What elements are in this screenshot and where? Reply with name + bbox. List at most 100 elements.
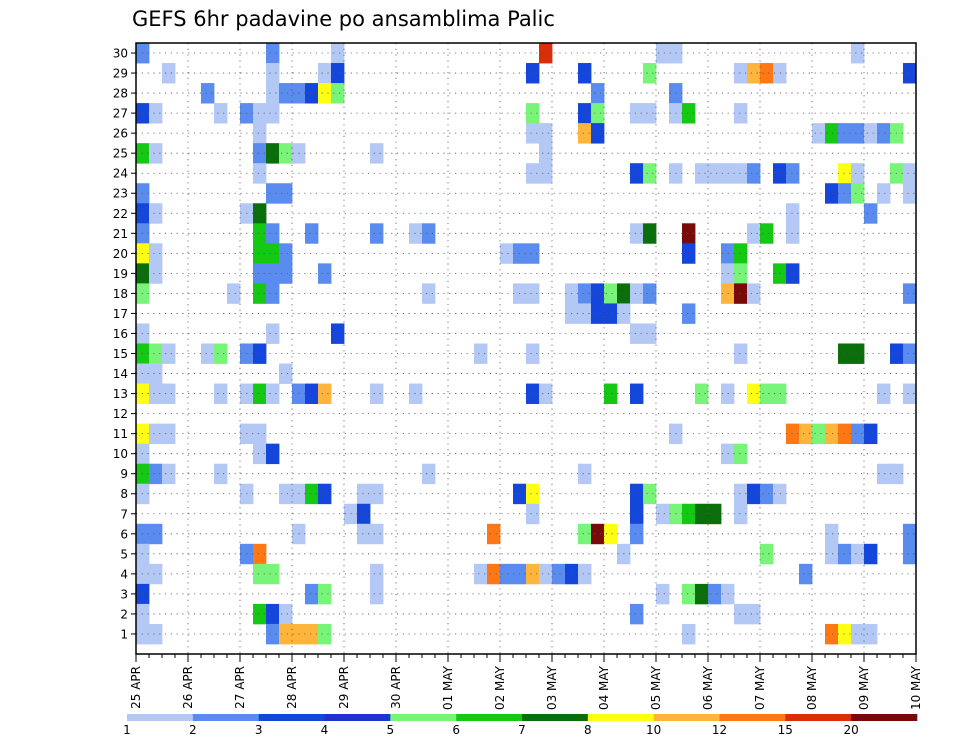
precip-cell [851,423,865,445]
precip-cell [747,383,761,404]
x-tick-label: 28 APR [285,666,299,709]
y-tick-label: 22 [113,207,128,221]
y-tick-label: 9 [120,467,128,481]
precip-cell [487,523,501,545]
precip-cell [331,43,345,64]
precip-cell [214,343,228,364]
precip-cell [266,603,280,625]
precip-cell [253,543,267,565]
precip-cell [162,63,176,84]
chart-title: GEFS 6hr padavine po ansamblima Palic [132,7,555,31]
precip-cell [903,383,917,404]
precip-cell [903,183,917,204]
precip-cell [526,563,540,585]
legend-level-label: 2 [189,723,197,737]
precip-cell [747,223,761,244]
precip-cell [578,563,592,585]
precip-cell [682,243,696,264]
precip-cell [630,103,644,124]
precip-cell [552,563,566,585]
y-tick-label: 1 [120,627,128,641]
x-tick-label: 25 APR [129,666,143,709]
precip-cell [149,203,163,224]
precip-cell [773,483,787,505]
precip-cell [682,583,696,605]
precip-cell [643,103,657,124]
precip-cell [864,123,878,144]
precip-cell [578,523,592,545]
x-tick-label: 27 APR [233,666,247,709]
x-tick-label: 03 MAY [545,665,559,710]
precip-cell [578,283,592,304]
precip-cell [682,103,696,124]
legend-level-label: 1 [123,723,131,737]
legend-level-label: 8 [584,723,592,737]
precip-cell [903,343,917,364]
precip-cell [409,223,423,244]
precip-cell [864,623,878,645]
precip-cell [279,603,293,625]
legend-level-label: 5 [386,723,394,737]
precip-cell [500,563,514,585]
precip-cell [253,283,267,304]
precip-cell [526,63,540,84]
legend-swatch [522,714,589,721]
legend-swatch [324,714,391,721]
legend-swatch [192,714,259,721]
precip-cell [695,583,709,605]
precip-cell [786,223,800,244]
legend-level-label: 4 [321,723,329,737]
precip-cell [149,383,163,404]
precip-cell [253,563,267,585]
precip-cell [305,223,319,244]
x-tick-label: 04 MAY [597,665,611,710]
precip-cell [526,383,540,404]
precip-cell [578,63,592,84]
precip-cell [695,163,709,184]
precip-cell [266,283,280,304]
y-tick-label: 12 [113,407,128,421]
precip-cell [422,283,436,304]
precip-cell [370,143,384,164]
precip-cell [851,163,865,184]
precip-cell [630,163,644,184]
precip-cell [266,183,280,204]
legend-swatch [127,714,194,721]
y-axis: 1234567891011121314151617181920212223242… [113,47,136,641]
y-tick-label: 29 [113,67,128,81]
precip-cell [851,543,865,565]
precip-cell [591,103,605,124]
y-tick-label: 2 [120,607,128,621]
precip-cell [578,123,592,144]
precip-cell [773,163,787,184]
precip-cell [331,63,345,84]
precip-cell [149,243,163,264]
precip-cell [500,243,514,264]
precip-cell [149,623,163,645]
precip-cell [734,443,748,465]
precip-cell [162,423,176,445]
x-tick-label: 26 APR [181,666,195,709]
precip-cell [695,503,709,525]
precip-cell [266,563,280,585]
y-tick-label: 6 [120,527,128,541]
y-tick-label: 19 [113,267,128,281]
precip-cell [734,243,748,264]
precip-cell [825,543,839,565]
x-tick-label: 10 MAY [909,665,923,710]
precip-cell [149,263,163,284]
precip-cell [305,583,319,605]
legend-level-label: 15 [778,723,793,737]
precip-cell [630,483,644,505]
precip-cell [279,483,293,505]
color-legend: 1 2 3 4 5 6 7 8 10 12 15 20 [123,714,918,737]
y-tick-label: 5 [120,547,128,561]
precip-cell [734,63,748,84]
precip-cell [305,483,319,505]
legend-level-label: 20 [844,723,859,737]
precip-cell [825,123,839,144]
precip-cell [591,83,605,104]
precip-cell [786,423,800,445]
precip-cell [773,63,787,84]
precip-cell [773,383,787,404]
